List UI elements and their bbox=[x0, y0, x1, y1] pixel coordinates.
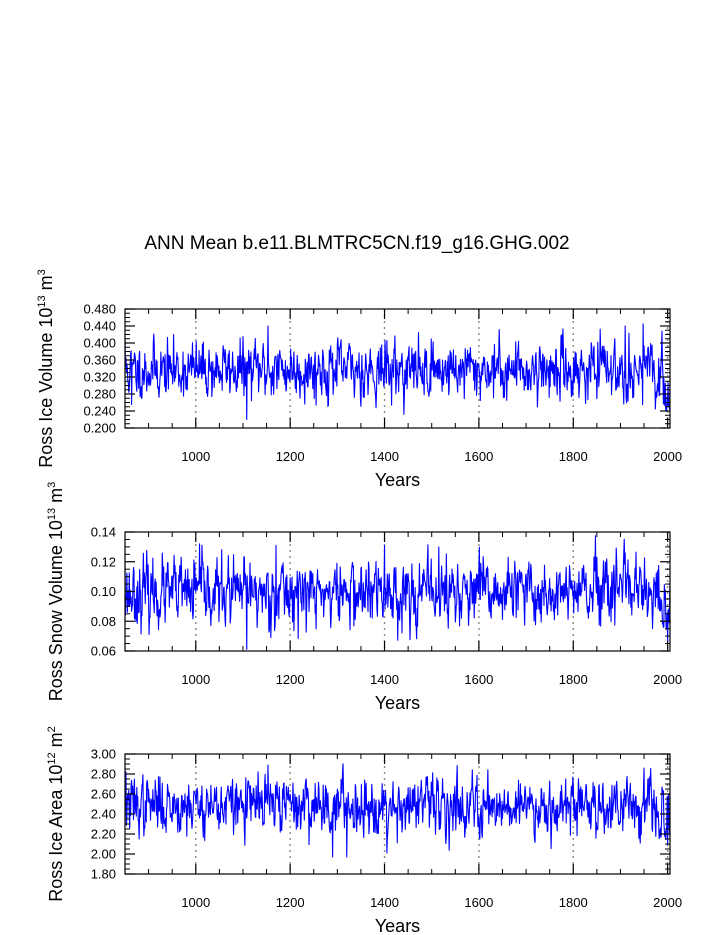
y-tick-label: 1.80 bbox=[91, 867, 116, 882]
y-axis-label: Ross Ice Volume 1013 m3 bbox=[36, 269, 56, 467]
y-tick-label: 2.20 bbox=[91, 827, 116, 842]
y-label-base: Ross Ice Area 10 bbox=[46, 765, 66, 902]
y-tick-label: 0.400 bbox=[83, 336, 116, 351]
y-tick-label: 0.08 bbox=[91, 614, 116, 629]
y-tick-label: 2.60 bbox=[91, 787, 116, 802]
y-axis-label: Ross Snow Volume 1013 m3 bbox=[46, 482, 66, 701]
y-tick-label: 0.320 bbox=[83, 370, 116, 385]
x-tick-label-1600: 1600 bbox=[464, 449, 493, 464]
x-tick-label-1400: 1400 bbox=[370, 895, 399, 910]
y-label-base: Ross Snow Volume 10 bbox=[46, 520, 66, 701]
x-tick-label-1200: 1200 bbox=[276, 895, 305, 910]
y-tick-label: 3.00 bbox=[91, 747, 116, 762]
y-label-unit: m bbox=[46, 488, 66, 508]
series-line-ross-ice-area bbox=[124, 763, 671, 858]
y-tick-label: 0.440 bbox=[83, 319, 116, 334]
x-axis-label: Years bbox=[375, 470, 420, 490]
x-tick-label-1000: 1000 bbox=[181, 895, 210, 910]
x-tick-label-1000: 1000 bbox=[181, 449, 210, 464]
y-label-unit: m bbox=[36, 275, 56, 295]
x-tick-label-1600: 1600 bbox=[464, 672, 493, 687]
y-tick-label: 0.480 bbox=[83, 302, 116, 317]
y-tick-label: 2.80 bbox=[91, 767, 116, 782]
x-tick-label-2000: 2000 bbox=[653, 672, 682, 687]
y-tick-label: 0.360 bbox=[83, 353, 116, 368]
y-label-unit-exponent: 2 bbox=[46, 726, 58, 732]
y-label-exponent: 13 bbox=[46, 508, 58, 520]
x-tick-label-1400: 1400 bbox=[370, 449, 399, 464]
y-tick-label: 2.40 bbox=[91, 807, 116, 822]
y-label-exponent: 13 bbox=[36, 295, 48, 307]
y-label-exponent: 12 bbox=[46, 752, 58, 764]
x-tick-label-1600: 1600 bbox=[464, 895, 493, 910]
y-tick-label: 0.12 bbox=[91, 554, 116, 569]
y-label-unit-exponent: 3 bbox=[36, 269, 48, 275]
x-tick-label-2000: 2000 bbox=[653, 895, 682, 910]
x-axis-label: Years bbox=[375, 916, 420, 935]
chart-title: ANN Mean b.e11.BLMTRC5CN.f19_g16.GHG.002 bbox=[144, 233, 569, 254]
y-tick-label: 0.200 bbox=[83, 421, 116, 436]
x-axis-label: Years bbox=[375, 693, 420, 713]
y-label-unit: m bbox=[46, 732, 66, 752]
x-tick-label-1800: 1800 bbox=[559, 449, 588, 464]
y-axis-label: Ross Ice Area 1012 m2 bbox=[46, 726, 66, 901]
y-tick-label: 0.280 bbox=[83, 387, 116, 402]
x-tick-label-1800: 1800 bbox=[559, 672, 588, 687]
x-tick-label-2000: 2000 bbox=[653, 449, 682, 464]
x-tick-label-1800: 1800 bbox=[559, 895, 588, 910]
y-tick-label: 0.10 bbox=[91, 584, 116, 599]
x-tick-label-1200: 1200 bbox=[276, 449, 305, 464]
series-line-ross-ice-volume bbox=[124, 323, 671, 421]
y-tick-label: 0.06 bbox=[91, 644, 116, 659]
y-tick-label: 2.00 bbox=[91, 847, 116, 862]
series-line-ross-snow-volume bbox=[124, 535, 671, 651]
x-tick-label-1200: 1200 bbox=[276, 672, 305, 687]
y-tick-label: 0.240 bbox=[83, 404, 116, 419]
x-tick-label-1000: 1000 bbox=[181, 672, 210, 687]
y-tick-label: 0.14 bbox=[91, 525, 116, 540]
x-tick-label-1400: 1400 bbox=[370, 672, 399, 687]
y-label-base: Ross Ice Volume 10 bbox=[36, 308, 56, 468]
y-label-unit-exponent: 3 bbox=[46, 482, 58, 488]
